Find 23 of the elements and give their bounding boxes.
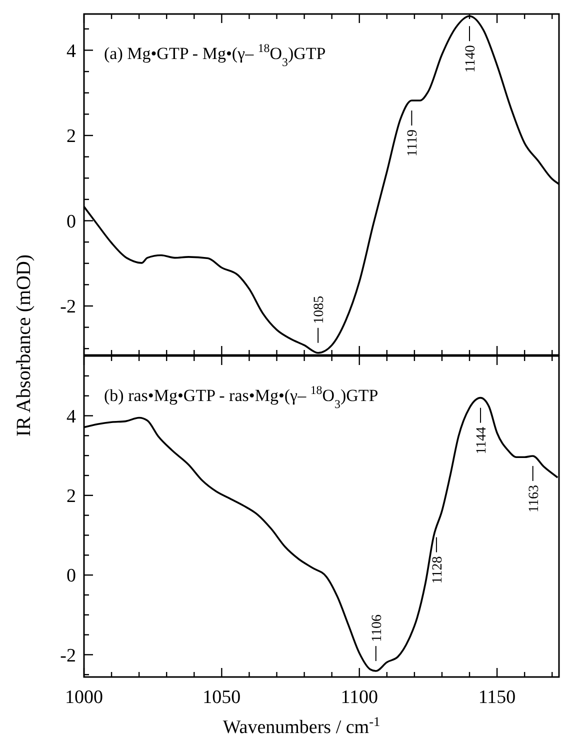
x-tick-label: 1000 — [65, 687, 103, 708]
annotation: 1119 — [406, 130, 421, 156]
y-tick-label: 2 — [66, 126, 76, 148]
x-tick-label: 1150 — [478, 687, 516, 708]
annotation: 1085 — [312, 296, 328, 324]
annotation: 1140 — [464, 45, 479, 73]
y-tick-label: -2 — [60, 296, 76, 318]
annotation: 1128 — [430, 556, 446, 584]
y-tick-label: 4 — [66, 40, 76, 62]
y-tick-label: -2 — [60, 645, 76, 666]
annotation: 1144 — [474, 426, 490, 454]
y-tick-label: 4 — [66, 406, 76, 428]
x-tick-label: 1050 — [202, 687, 241, 708]
text: (b) ras•Mg•GTP - ras•Mg•(γ– $^{18}$O$_{3}$)GTP — [104, 383, 378, 411]
y-tick-label: 0 — [66, 211, 76, 232]
x-axis-title: Wavenumbers / cm$^{-1}$ — [222, 714, 380, 738]
text: (a) Mg•GTP - Mg•(γ– $^{18}$O$_{3}$)GTP — [104, 41, 326, 69]
y-tick-label: 0 — [66, 566, 76, 587]
y-axis-title: IR Absorbance (mOD) — [13, 254, 35, 437]
y-tick-label: 2 — [66, 486, 76, 508]
annotation: 1106 — [370, 614, 385, 642]
annotation: 1163 — [526, 484, 542, 512]
x-tick-label: 1100 — [340, 687, 378, 708]
